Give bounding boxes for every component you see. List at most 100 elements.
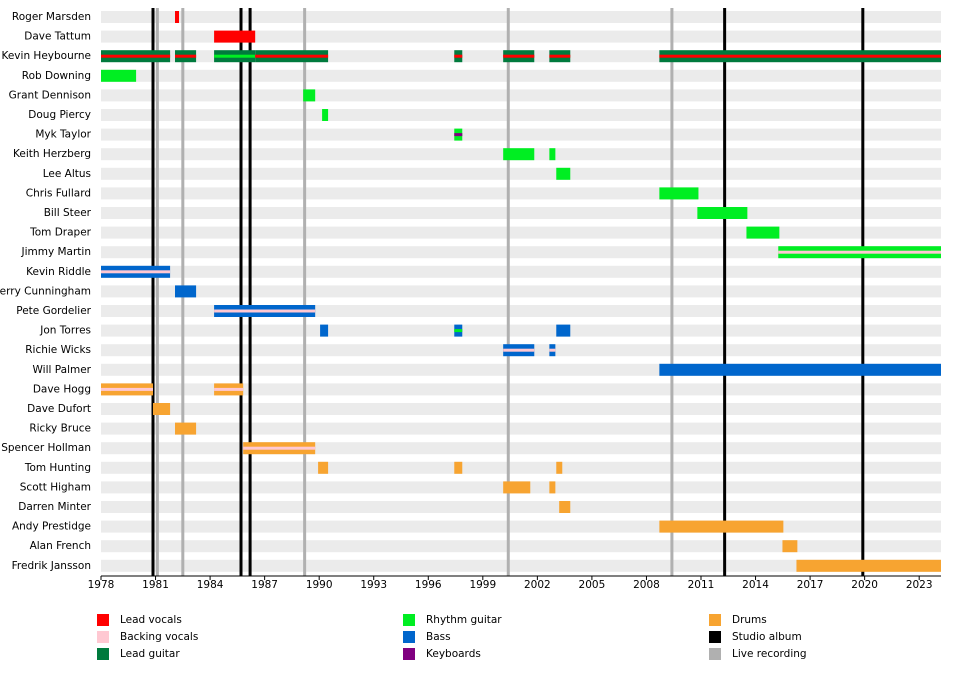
role-stripe (101, 387, 153, 391)
tenure-bar (549, 148, 556, 161)
row-band (101, 69, 941, 82)
member-name: Jon Torres (39, 325, 91, 337)
legend-swatch (403, 631, 415, 643)
x-tick-label: 1999 (469, 579, 496, 591)
member-name: Myk Taylor (35, 129, 91, 141)
tenure-bar (659, 363, 941, 376)
member-name: Dave Dufort (27, 403, 91, 415)
tenure-bar (175, 11, 179, 23)
member-name: Alan French (30, 540, 91, 552)
row-band (101, 109, 941, 121)
x-tick-label: 1987 (251, 579, 278, 591)
row-band (101, 403, 941, 415)
legend-swatch (403, 648, 415, 660)
x-tick-label: 2023 (906, 579, 933, 591)
x-tick-label: 2005 (579, 579, 606, 591)
legend-swatch (709, 631, 721, 643)
legend-label: Rhythm guitar (426, 614, 502, 626)
member-name: Richie Wicks (25, 344, 91, 356)
row-band (101, 422, 941, 435)
member-name: Dave Tattum (24, 31, 91, 43)
role-stripe (255, 54, 329, 58)
member-name: Spencer Hollman (1, 442, 91, 454)
row-band (101, 11, 941, 23)
row-band (101, 461, 941, 474)
member-name: Doug Piercy (28, 109, 91, 121)
tenure-bar (175, 422, 197, 435)
role-stripe (175, 54, 197, 58)
member-name: Andy Prestidge (12, 521, 91, 533)
tenure-bar (559, 501, 571, 513)
member-name: Will Palmer (33, 364, 92, 376)
tenure-bar (214, 30, 256, 43)
legend-swatch (97, 614, 109, 626)
x-tick-label: 1993 (360, 579, 387, 591)
member-name: Dave Hogg (33, 383, 91, 395)
role-stripe (214, 309, 316, 313)
tenure-bar (303, 89, 316, 102)
x-tick-label: 2020 (851, 579, 878, 591)
legend-label: Live recording (732, 648, 807, 660)
member-name: Lee Altus (43, 168, 91, 180)
role-stripe (454, 54, 463, 58)
legend-swatch (97, 648, 109, 660)
x-tick-label: 2014 (742, 579, 769, 591)
role-stripe (503, 348, 535, 352)
tenure-bar (153, 403, 171, 415)
role-stripe (454, 133, 463, 137)
member-name: Darren Minter (18, 501, 91, 513)
x-tick-label: 1996 (415, 579, 442, 591)
tenure-bar (503, 148, 535, 161)
tenure-bar (454, 461, 463, 474)
row-band (101, 207, 941, 219)
row-band (101, 246, 941, 259)
legend-label: Bass (426, 631, 451, 643)
row-band (101, 520, 941, 533)
role-stripe (549, 348, 556, 352)
row-band (101, 128, 941, 141)
legend-label: Backing vocals (120, 631, 198, 643)
member-name: Keith Herzberg (13, 148, 91, 160)
legend-swatch (709, 614, 721, 626)
row-band (101, 30, 941, 43)
tenure-bar (320, 324, 329, 337)
member-name: Chris Fullard (26, 187, 91, 199)
legend-label: Lead vocals (120, 614, 182, 626)
role-stripe (101, 54, 171, 58)
role-stripe (214, 387, 244, 391)
legend-label: Lead guitar (120, 648, 180, 660)
row-band (101, 167, 941, 180)
tenure-bar (556, 461, 563, 474)
tenure-bar (746, 226, 780, 239)
member-name: Jimmy Martin (20, 246, 91, 258)
member-name: Ricky Bruce (29, 423, 91, 435)
legend-swatch (709, 648, 721, 660)
tenure-bar (556, 324, 571, 337)
member-name: Pete Gordelier (16, 305, 91, 317)
x-tick-label: 2008 (633, 579, 660, 591)
tenure-bar (556, 167, 571, 180)
row-band (101, 559, 941, 572)
role-stripe (549, 54, 571, 58)
role-stripe (659, 54, 941, 58)
row-band (101, 383, 941, 396)
row-band (101, 187, 941, 200)
x-tick-label: 1984 (197, 579, 224, 591)
role-stripe (778, 250, 941, 254)
member-name: Kevin Heybourne (1, 50, 91, 62)
legend-swatch (97, 631, 109, 643)
legend-swatch (403, 614, 415, 626)
x-tick-label: 1981 (142, 579, 169, 591)
role-stripe (243, 446, 316, 450)
member-name: Scott Higham (20, 481, 91, 493)
x-tick-label: 2002 (524, 579, 551, 591)
member-name: Kevin Riddle (26, 266, 91, 278)
row-band (101, 501, 941, 513)
member-name: Jerry Cunningham (0, 285, 91, 297)
member-name: Grant Dennison (9, 89, 91, 101)
x-tick-label: 2011 (688, 579, 715, 591)
x-tick-label: 1990 (306, 579, 333, 591)
legend-label: Drums (732, 614, 767, 626)
